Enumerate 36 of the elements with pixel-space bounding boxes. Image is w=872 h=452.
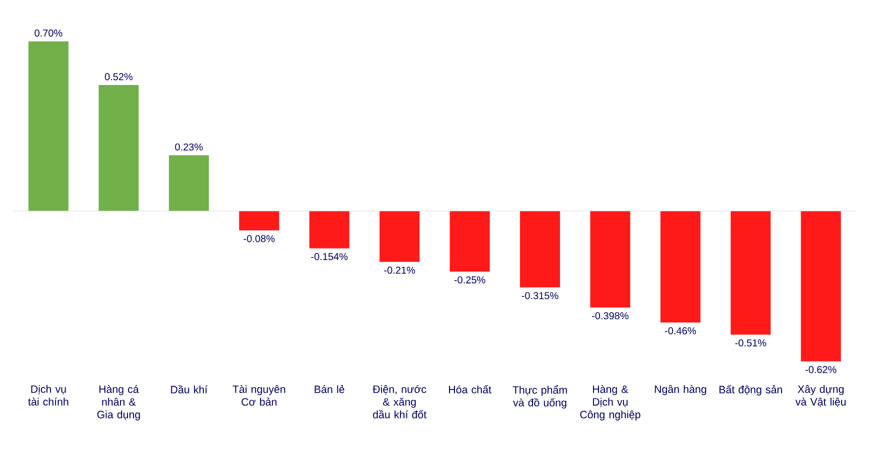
data-label: -0.315% <box>522 292 558 300</box>
x-tick-label: Tài nguyên Cơ bản <box>232 385 286 406</box>
bar <box>590 211 630 308</box>
bar <box>380 211 420 262</box>
bar <box>239 211 280 230</box>
bar <box>800 211 841 362</box>
data-label: 0.52% <box>104 73 132 80</box>
x-tick-label: Hàng & Dịch vụ Công nghiệp <box>580 385 640 420</box>
bar <box>309 211 350 248</box>
data-label: -0.51% <box>735 339 766 346</box>
bar <box>520 211 560 288</box>
data-label: -0.25% <box>454 276 486 284</box>
x-tick-label: Dầu khí <box>171 385 208 394</box>
x-tick-label: Bán lẻ <box>314 385 344 394</box>
x-tick-label: Dịch vụ tài chính <box>28 385 68 406</box>
x-tick-label: Thực phẩm và đồ uống <box>512 385 567 409</box>
data-label: 0.23% <box>175 143 203 151</box>
x-tick-label: Điện, nước & xăng dầu khí đốt <box>372 385 426 418</box>
x-tick-label: Xây dựng và Vật liệu <box>795 385 846 408</box>
data-label: -0.398% <box>592 312 628 320</box>
data-label: 0.70% <box>34 30 62 37</box>
bar <box>98 84 139 212</box>
data-label: -0.08% <box>244 235 275 242</box>
x-tick-label: Hóa chất <box>449 385 492 394</box>
data-label: -0.21% <box>384 266 416 274</box>
bar <box>28 41 68 212</box>
bar <box>168 155 209 212</box>
x-tick-label: Hàng cá nhân & Gia dụng <box>97 385 140 420</box>
x-tick-label: Ngân hàng <box>654 385 706 396</box>
data-label: -0.62% <box>805 366 836 374</box>
bar <box>660 211 700 323</box>
x-tick-label: Bất động sản <box>720 385 782 396</box>
bar <box>450 211 490 272</box>
data-label: -0.154% <box>311 253 348 260</box>
bar <box>730 211 771 335</box>
data-label: -0.46% <box>665 327 696 334</box>
